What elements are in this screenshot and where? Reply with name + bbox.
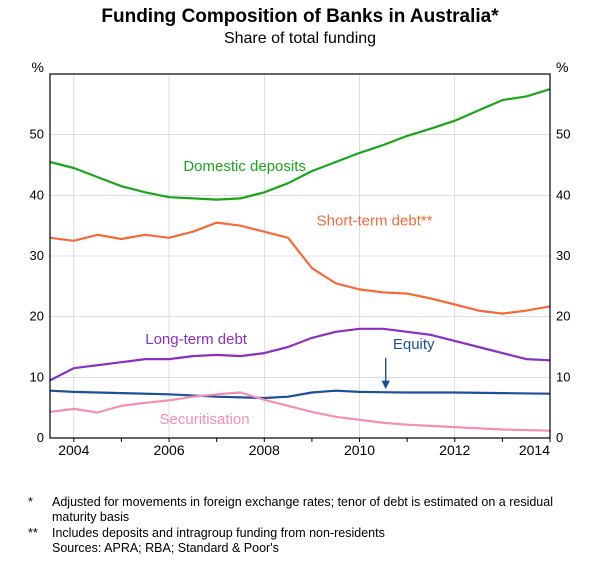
series-label: Domestic deposits (183, 158, 306, 175)
footnote-row: ** Includes deposits and intragroup fund… (28, 526, 588, 542)
y-tick-label-left: 30 (30, 248, 44, 263)
y-tick-label-left: 0 (37, 430, 44, 445)
footnote-row: * Adjusted for movements in foreign exch… (28, 495, 588, 526)
y-unit-left: % (32, 60, 44, 75)
x-tick-label: 2006 (153, 442, 184, 458)
chart-subtitle: Share of total funding (0, 30, 600, 48)
sources-text: APRA; RBA; Standard & Poor's (104, 541, 279, 555)
series-label: Long-term debt (145, 331, 248, 348)
y-tick-label-left: 20 (30, 309, 44, 324)
y-tick-label-right: 50 (556, 127, 570, 142)
chart-container: Funding Composition of Banks in Australi… (0, 0, 600, 563)
footnote-text: Includes deposits and intragroup funding… (52, 526, 588, 542)
y-tick-label-right: 30 (556, 248, 570, 263)
x-tick-label: 2012 (439, 442, 470, 458)
y-tick-label-right: 40 (556, 187, 570, 202)
footnote-symbol: * (28, 495, 52, 526)
footnotes: * Adjusted for movements in foreign exch… (28, 495, 588, 558)
y-tick-label-left: 50 (30, 127, 44, 142)
y-tick-label-left: 40 (30, 187, 44, 202)
x-tick-label: 2010 (344, 442, 375, 458)
series-label: Securitisation (160, 411, 250, 428)
line-chart-svg: Domestic deposits Short-term debt** Long-t… (16, 60, 584, 460)
y-tick-label-right: 0 (556, 430, 563, 445)
chart-title: Funding Composition of Banks in Australi… (0, 0, 600, 28)
y-tick-label-left: 10 (30, 369, 44, 384)
x-tick-label: 2014 (519, 442, 550, 458)
footnote-text: Adjusted for movements in foreign exchan… (52, 495, 588, 526)
y-tick-label-right: 20 (556, 309, 570, 324)
x-tick-label: 2004 (58, 442, 89, 458)
series-label: Short-term debt** (317, 213, 433, 230)
plot-area: Domestic deposits Short-term debt** Long-t… (48, 60, 552, 460)
x-tick-label: 2008 (249, 442, 280, 458)
footnote-symbol: ** (28, 526, 52, 542)
y-tick-label-right: 10 (556, 369, 570, 384)
sources-row: Sources: APRA; RBA; Standard & Poor's (28, 541, 588, 557)
sources-label: Sources: (52, 541, 101, 555)
series-label: Equity (393, 336, 435, 353)
y-unit-right: % (556, 60, 568, 75)
